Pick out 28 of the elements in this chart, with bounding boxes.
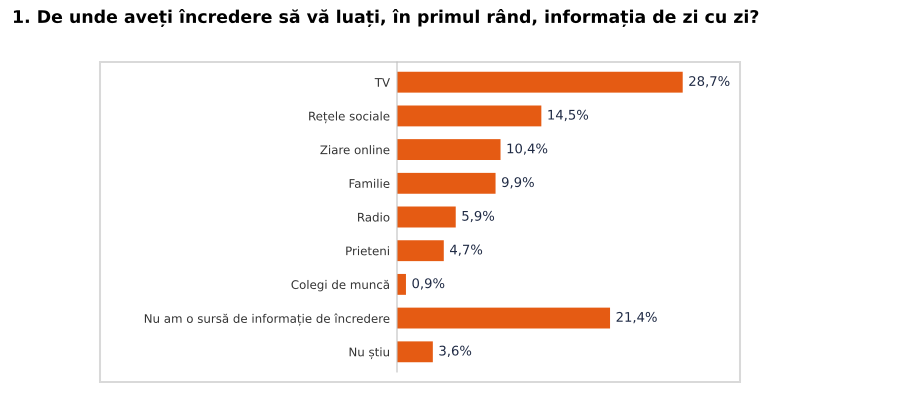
data-label: 4,7% xyxy=(450,244,482,256)
chart-title: 1. De unde aveți încredere să vă luați, în primul rând, informația de zi cu zi? xyxy=(14,8,758,28)
bar xyxy=(397,139,501,160)
data-label: 21,4% xyxy=(616,312,657,324)
data-label: 9,9% xyxy=(502,177,534,188)
y-tick-label: Radio xyxy=(358,212,390,222)
data-label: 3,6% xyxy=(439,346,472,357)
bar xyxy=(397,105,542,126)
y-tick-label: Rețele sociale xyxy=(309,111,390,124)
bar xyxy=(397,240,444,262)
y-tick-label: TV xyxy=(374,78,390,87)
y-tick-label: Nu am o sursă de informație de încredere xyxy=(144,313,390,326)
bar xyxy=(397,308,610,329)
bar xyxy=(397,341,433,362)
y-tick-label: Colegi de muncă xyxy=(291,280,389,292)
y-tick-label: Familie xyxy=(350,178,390,188)
data-label: 0,9% xyxy=(412,278,444,290)
bar xyxy=(397,172,496,194)
y-tick-label: Nu știu xyxy=(350,347,389,360)
data-label: 10,4% xyxy=(508,143,548,155)
data-label: 5,9% xyxy=(462,210,494,222)
bar xyxy=(397,72,683,93)
bar xyxy=(397,206,456,228)
y-tick-label: Ziare online xyxy=(320,145,390,154)
bar xyxy=(397,274,406,295)
data-label: 14,5% xyxy=(548,110,588,122)
data-label: 28,7% xyxy=(689,76,730,88)
y-tick-label: Prieteni xyxy=(346,246,389,256)
